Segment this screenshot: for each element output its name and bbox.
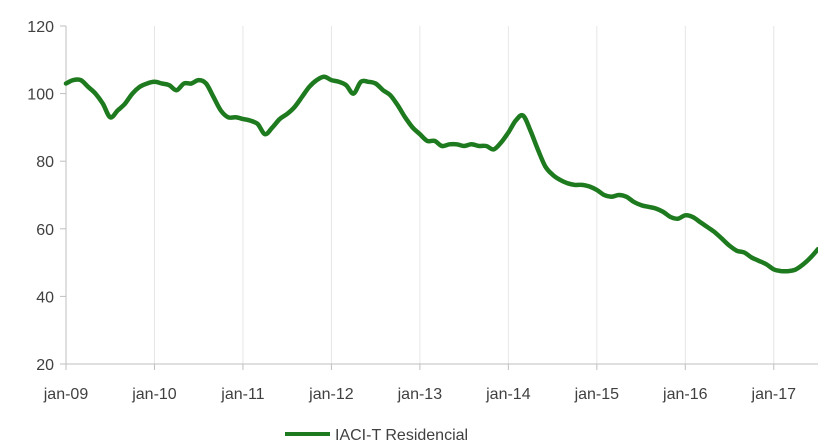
y-tick-label: 100 [27, 87, 54, 104]
x-axis-tick-labels: jan-09 jan-10 jan-11 jan-12 jan-13 jan-14 jan-… [43, 386, 796, 403]
x-tick-label: jan-10 [131, 386, 177, 403]
gridlines [153, 26, 775, 364]
y-tick-label: 60 [36, 222, 54, 239]
series-line [63, 74, 818, 274]
x-tick-label: jan-09 [43, 386, 89, 403]
legend-label: IACI-T Residencial [335, 427, 468, 444]
legend: IACI-T Residencial [285, 427, 468, 444]
x-tick-label: jan-12 [308, 386, 354, 403]
y-tick-label: 20 [36, 357, 54, 374]
y-tick-label: 40 [36, 289, 54, 306]
y-tick-label: 120 [27, 19, 54, 36]
y-tick-label: 80 [36, 154, 54, 171]
x-tick-label: jan-13 [397, 386, 443, 403]
series-lines [63, 74, 818, 274]
x-tick-label: jan-11 [220, 386, 264, 403]
x-tick-label: jan-14 [485, 386, 531, 403]
y-axis-tick-labels: 20 40 60 80 100 120 [27, 19, 54, 374]
x-tick-label: jan-17 [751, 386, 797, 403]
axes [60, 25, 818, 370]
x-tick-label: jan-16 [662, 386, 708, 403]
x-tick-label: jan-15 [574, 386, 620, 403]
